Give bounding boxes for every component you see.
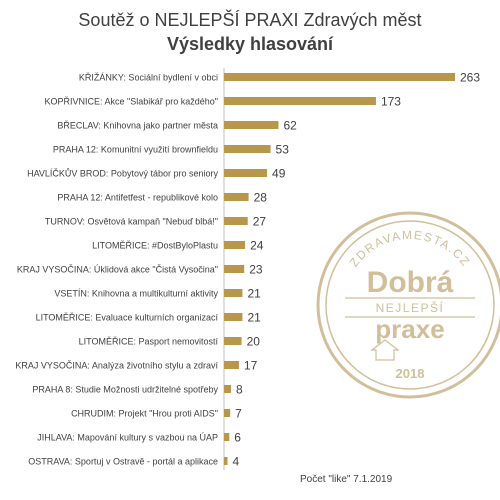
value-label: 24 — [250, 239, 264, 253]
value-label: 8 — [236, 383, 243, 397]
value-label: 20 — [247, 335, 261, 349]
bar — [224, 433, 230, 441]
bar — [224, 193, 249, 201]
category-label: KRAJ VYSOČINA: Analýza životního stylu a… — [15, 361, 218, 371]
category-label: JIHLAVA: Mapování kultury s vazbou na ÚA… — [37, 433, 218, 443]
bar — [224, 289, 243, 297]
value-label: 49 — [272, 167, 286, 181]
category-label: KŘIŽÁNKY: Sociální bydlení v obci — [79, 73, 218, 83]
category-label: LITOMĚŘICE: Pasport nemovitostí — [79, 337, 219, 347]
stamp-outer-ring — [316, 211, 500, 399]
category-label: LITOMĚŘICE: Evaluace kulturních organiza… — [36, 313, 219, 323]
value-label: 7 — [235, 407, 242, 421]
bar — [224, 409, 231, 417]
bar — [224, 265, 245, 273]
bar — [224, 73, 455, 81]
category-label: BŘECLAV: Knihovna jako partner města — [57, 121, 218, 131]
category-label: CHRUDIM: Projekt "Hrou proti AIDS" — [71, 409, 218, 419]
stamp-dobra-text: Dobrá — [367, 266, 454, 299]
value-label: 27 — [253, 215, 267, 229]
value-label: 62 — [283, 119, 297, 133]
bar — [224, 313, 243, 321]
category-label: TURNOV: Osvětová kampaň "Nebuď blbá!" — [45, 217, 218, 227]
bar — [224, 385, 232, 393]
x-axis-label: Počet "like" 7.1.2019 — [300, 474, 393, 485]
bar — [224, 145, 271, 153]
bar — [224, 121, 279, 129]
stamp-nejlepsi-text: NEJLEPŠÍ — [376, 300, 445, 315]
bar — [224, 337, 242, 345]
category-label: HAVLÍČKŮV BROD: Pobytový tábor pro senio… — [27, 168, 218, 179]
value-label: 263 — [460, 71, 480, 85]
value-label: 28 — [254, 191, 268, 205]
value-label: 4 — [233, 455, 240, 469]
bar — [224, 97, 376, 105]
stamp-year-text: 2018 — [396, 366, 425, 381]
value-label: 21 — [247, 311, 261, 325]
category-label: KRAJ VYSOČINA: Úklidová akce "Čistá Vyso… — [17, 265, 218, 275]
bar — [224, 169, 268, 177]
category-label: VSETÍN: Knihovna a multikulturní aktivit… — [54, 289, 218, 299]
value-label: 6 — [234, 431, 241, 445]
value-label: 21 — [247, 287, 261, 301]
category-label: OSTRAVA: Sportuj v Ostravě - portál a ap… — [28, 457, 218, 467]
bar — [224, 361, 239, 369]
value-label: 173 — [381, 95, 401, 109]
value-label: 53 — [276, 143, 290, 157]
chart-title: Soutěž o NEJLEPŠÍ PRAXI Zdravých měst — [78, 10, 422, 30]
category-label: PRAHA 12: Komunitní využití brownfieldu — [53, 145, 218, 155]
value-label: 17 — [244, 359, 258, 373]
stamp-praxe-text: praxe — [375, 314, 444, 344]
bar — [224, 241, 246, 249]
chart-subtitle: Výsledky hlasování — [166, 34, 334, 54]
category-label: KOPŘIVNICE: Akce "Slabikář pro každého" — [45, 97, 218, 107]
house-icon — [370, 339, 400, 361]
category-label: LITOMĚŘICE: #DostByloPlastu — [92, 241, 218, 251]
category-label: PRAHA 8: Studie Možnosti udržitelné spot… — [32, 385, 218, 395]
bar — [224, 217, 248, 225]
value-label: 23 — [249, 263, 263, 277]
stamp-inner-ring — [325, 220, 495, 390]
bar — [224, 457, 228, 465]
category-label: PRAHA 12: Antifetfest - republikové kolo — [57, 193, 218, 203]
